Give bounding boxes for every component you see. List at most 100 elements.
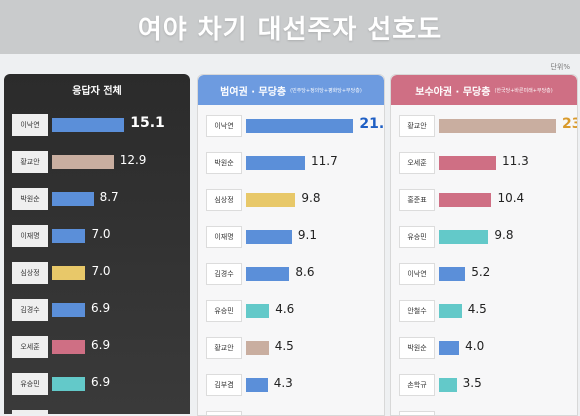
candidate-label: 심상정 (12, 262, 48, 284)
unit-label: 단위% (550, 63, 570, 71)
bar-row: 손학규 3.5 (391, 374, 577, 396)
candidate-label: 이낙연 (12, 114, 48, 136)
bar-row: 유승민 4.6 (198, 300, 384, 322)
title-bar: 여야 차기 대선주자 선호도 (0, 0, 580, 54)
candidate-label: 이재명 (12, 225, 48, 247)
candidate-label: 김경수 (399, 411, 435, 415)
bar (246, 341, 269, 355)
bar-row: 홍준표 10.4 (391, 189, 577, 211)
candidate-label: 이재명 (206, 226, 242, 248)
bar (439, 304, 462, 318)
bar-row: 황교안 23.2 (391, 115, 577, 137)
bar (246, 267, 290, 281)
panel-title: 응답자 전체 (72, 85, 122, 97)
bar (246, 378, 268, 392)
value-label: 4.5 (467, 302, 487, 316)
panel-header: 보수야권 · 무당층 (한국당+바른미래+무당층) (391, 75, 577, 105)
bar (52, 266, 86, 280)
value-label: 9.1 (297, 228, 317, 242)
value-label: 5.2 (471, 265, 491, 279)
bar-row: 오세훈 11.3 (391, 152, 577, 174)
bar (52, 192, 94, 206)
bar-row: 유승민 9.8 (391, 226, 577, 248)
candidate-label: 홍준표 (399, 189, 435, 211)
value-label: 8.7 (99, 190, 119, 204)
value-label: 7.0 (91, 264, 111, 278)
bar-row: 김경수 8.6 (198, 263, 384, 285)
bar-row: 심상정 7.0 (4, 262, 190, 284)
bar (439, 267, 466, 281)
bar (439, 378, 457, 392)
candidate-label: 홍준표 (12, 410, 48, 414)
bar-row: 안철수 4.5 (391, 300, 577, 322)
value-label: 21.3 (359, 116, 385, 132)
panel-header: 범여권 · 무당층 (민주당+정의당+평화당+무당층) (198, 75, 384, 105)
value-label: 10.4 (497, 191, 525, 205)
bar-row: 심상정 9.8 (198, 189, 384, 211)
bar-row: 오세훈 6.9 (4, 336, 190, 358)
candidate-label: 오세훈 (399, 152, 435, 174)
candidate-label: 유승민 (12, 373, 48, 395)
value-label: 8.6 (295, 265, 315, 279)
candidate-label: 김부겸 (206, 374, 242, 396)
bar-row: 홍준표 5.9 (4, 410, 190, 414)
bar (52, 229, 86, 243)
value-label: 4.0 (465, 339, 485, 353)
panel-subtitle: (한국당+바른미래+무당층) (494, 87, 553, 94)
panel-title: 보수야권 · 무당층 (415, 86, 491, 98)
candidate-label: 황교안 (399, 115, 435, 137)
panel-subtitle: (민주당+정의당+평화당+무당층) (290, 87, 362, 94)
panel-title: 범여권 · 무당층 (220, 86, 287, 98)
candidate-label: 박원순 (12, 188, 48, 210)
value-label: 4.5 (274, 339, 294, 353)
value-label: 9.8 (494, 228, 514, 242)
value-label: 11.3 (501, 154, 529, 168)
panel-conservative: 보수야권 · 무당층 (한국당+바른미래+무당층) 황교안 23.2 오세훈 11.3… (390, 74, 578, 416)
value-label: 12.9 (119, 153, 147, 167)
bar (439, 341, 460, 355)
candidate-label: 이낙연 (399, 263, 435, 285)
value-label: 6.9 (91, 301, 111, 315)
candidate-label: 박원순 (399, 337, 435, 359)
bar-row: 황교안 12.9 (4, 151, 190, 173)
bar (439, 230, 489, 244)
candidate-label: 심상정 (206, 189, 242, 211)
bar-row: 유승민 6.9 (4, 373, 190, 395)
value-label: 23.2 (562, 116, 577, 132)
candidate-label: 오세훈 (206, 411, 242, 415)
bar-row: 오세훈3.1 (198, 411, 384, 415)
candidate-label: 김경수 (12, 299, 48, 321)
bar (246, 304, 270, 318)
bar-row: 이낙연 5.2 (391, 263, 577, 285)
candidate-label: 유승민 (206, 300, 242, 322)
bar (439, 119, 557, 133)
candidate-label: 황교안 (206, 337, 242, 359)
bar (52, 155, 114, 169)
bar (52, 118, 125, 132)
value-label: 3.5 (462, 376, 482, 390)
candidate-label: 이낙연 (206, 115, 242, 137)
bar-row: 이낙연 21.3 (198, 115, 384, 137)
bar-row: 이낙연 15.1 (4, 114, 190, 136)
bar-row: 이재명 7.0 (4, 225, 190, 247)
bar (439, 156, 496, 170)
candidate-label: 박원순 (206, 152, 242, 174)
value-label: 11.7 (311, 154, 338, 168)
candidate-label: 손학규 (399, 374, 435, 396)
bar-row: 이재명 9.1 (198, 226, 384, 248)
bar-row: 김부겸 4.3 (198, 374, 384, 396)
bar-row: 박원순 11.7 (198, 152, 384, 174)
candidate-label: 오세훈 (12, 336, 48, 358)
bar-row: 김경수3.4 (391, 411, 577, 415)
bar (52, 377, 85, 391)
value-label: 15.1 (130, 115, 165, 131)
value-label: 9.8 (301, 191, 321, 205)
bar-row: 황교안 4.5 (198, 337, 384, 359)
bar (246, 193, 296, 207)
panel-overall: 응답자 전체 이낙연 15.1 황교안 12.9 박원순 8.7 이재명 7.0 심상정 7.0 김… (4, 74, 190, 414)
bar (246, 119, 354, 133)
bar (246, 156, 305, 170)
panel-header: 응답자 전체 (4, 74, 190, 104)
value-label: 5.9 (86, 412, 105, 414)
value-label: 6.9 (91, 375, 111, 389)
